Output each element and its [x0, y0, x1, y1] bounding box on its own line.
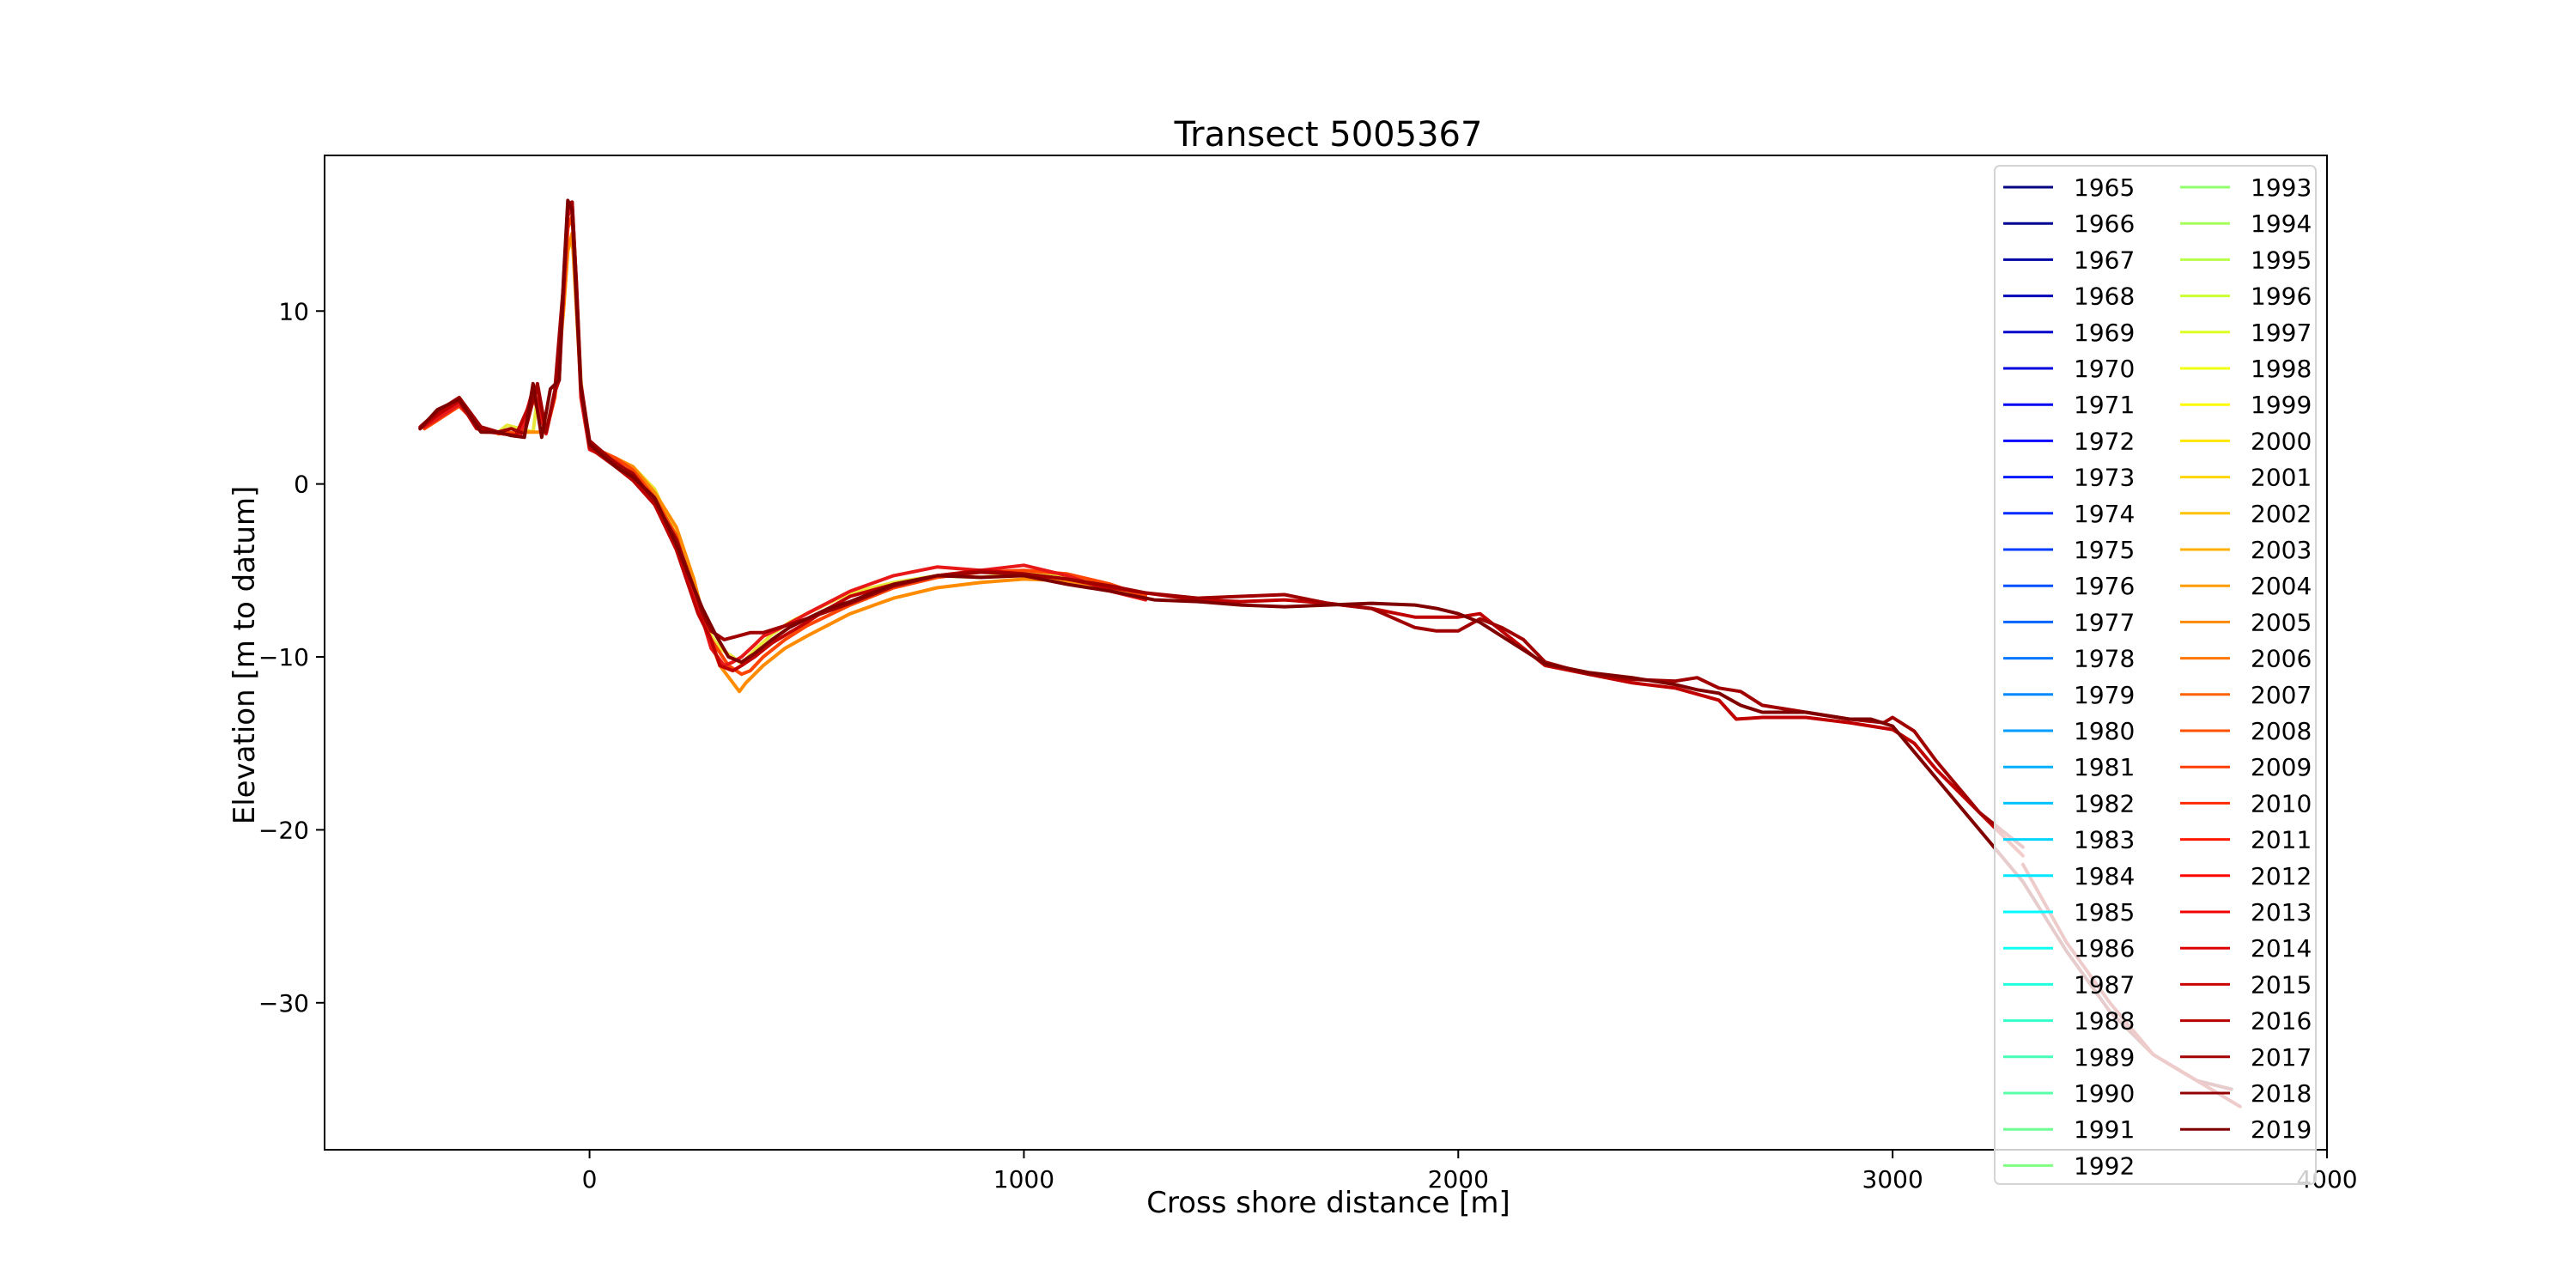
series-line-2019 — [418, 198, 2233, 1091]
legend-label: 2018 — [2251, 1079, 2312, 1108]
x-axis-ticks: 0 1000 2000 3000 4000 — [582, 1150, 2358, 1194]
legend-label: 2000 — [2251, 427, 2312, 455]
legend-label: 1993 — [2251, 173, 2312, 202]
legend-label: 1984 — [2074, 862, 2135, 890]
legend-label: 1995 — [2251, 246, 2312, 274]
series-line-2006 — [496, 231, 1148, 694]
legend-label: 1982 — [2074, 789, 2135, 817]
legend-label: 1997 — [2251, 319, 2312, 347]
legend-label: 2002 — [2251, 500, 2312, 528]
y-tick-label: −10 — [258, 643, 309, 671]
legend-label: 1968 — [2074, 283, 2135, 311]
legend-label: 1978 — [2074, 645, 2135, 673]
legend-label: 1979 — [2074, 681, 2135, 709]
legend-label: 1980 — [2074, 717, 2135, 745]
legend-label: 1974 — [2074, 500, 2135, 528]
legend-label: 2004 — [2251, 572, 2312, 600]
series-lines — [418, 198, 2242, 1109]
y-tick-label: −20 — [258, 816, 309, 844]
legend-label: 1988 — [2074, 1007, 2135, 1036]
legend-label: 2013 — [2251, 898, 2312, 927]
series-line-2018 — [418, 200, 2025, 849]
legend-label: 2015 — [2251, 970, 2312, 999]
legend-label: 2009 — [2251, 753, 2312, 781]
legend-label: 1983 — [2074, 826, 2135, 854]
legend-label: 1991 — [2074, 1115, 2135, 1144]
legend-label: 2005 — [2251, 608, 2312, 636]
legend-label: 1970 — [2074, 355, 2135, 383]
legend-label: 1981 — [2074, 753, 2135, 781]
y-tick-label: −30 — [258, 989, 309, 1018]
x-tick-label: 0 — [582, 1165, 598, 1194]
x-tick-label: 2000 — [1428, 1165, 1489, 1194]
legend-label: 2011 — [2251, 826, 2312, 854]
legend-label: 1987 — [2074, 970, 2135, 999]
series-line-2016 — [418, 200, 2025, 858]
legend-label: 2014 — [2251, 934, 2312, 963]
legend-label: 2007 — [2251, 681, 2312, 709]
legend-label: 1996 — [2251, 283, 2312, 311]
legend-label: 1975 — [2074, 536, 2135, 564]
y-tick-label: 10 — [278, 297, 309, 325]
legend-label: 1966 — [2074, 210, 2135, 238]
legend-label: 2012 — [2251, 862, 2312, 890]
legend-label: 1972 — [2074, 427, 2135, 455]
legend-label: 1976 — [2074, 572, 2135, 600]
legend-label: 2008 — [2251, 717, 2312, 745]
legend-label: 1969 — [2074, 319, 2135, 347]
y-axis-ticks: 10 0 −10 −20 −30 — [258, 297, 325, 1018]
legend-label: 1965 — [2074, 173, 2135, 202]
legend-frame — [1994, 165, 2317, 1185]
chart-title: Transect 5005367 — [1174, 115, 1483, 155]
legend-label: 2001 — [2251, 464, 2312, 492]
legend-label: 1967 — [2074, 246, 2135, 274]
legend-label: 2016 — [2251, 1007, 2312, 1036]
y-axis-label: Elevation [m to datum] — [228, 486, 262, 825]
legend-label: 2006 — [2251, 645, 2312, 673]
legend-label: 2019 — [2251, 1115, 2312, 1144]
legend-label: 1977 — [2074, 608, 2135, 636]
legend-label: 1994 — [2251, 210, 2312, 238]
legend-label: 1989 — [2074, 1043, 2135, 1072]
legend-label: 1990 — [2074, 1079, 2135, 1108]
legend-label: 2010 — [2251, 789, 2312, 817]
legend-label: 1986 — [2074, 934, 2135, 963]
legend-label: 1971 — [2074, 391, 2135, 419]
legend-label: 1998 — [2251, 355, 2312, 383]
legend: 1965 1966 1967 1968 1969 1970 1971 1972 1973 1974… — [1994, 165, 2317, 1185]
legend-label: 2017 — [2251, 1043, 2312, 1072]
x-tick-label: 1000 — [993, 1165, 1054, 1194]
series-line-2010 — [422, 214, 1148, 677]
legend-label: 1973 — [2074, 464, 2135, 492]
legend-label: 1985 — [2074, 898, 2135, 927]
x-tick-label: 3000 — [1862, 1165, 1923, 1194]
legend-label: 1992 — [2074, 1151, 2135, 1180]
x-axis-label: Cross shore distance [m] — [1146, 1186, 1510, 1220]
legend-label: 2003 — [2251, 536, 2312, 564]
plot-frame — [324, 155, 2328, 1151]
y-tick-label: 0 — [294, 471, 309, 499]
series-line-2013 — [422, 205, 1148, 668]
legend-label: 1999 — [2251, 391, 2312, 419]
